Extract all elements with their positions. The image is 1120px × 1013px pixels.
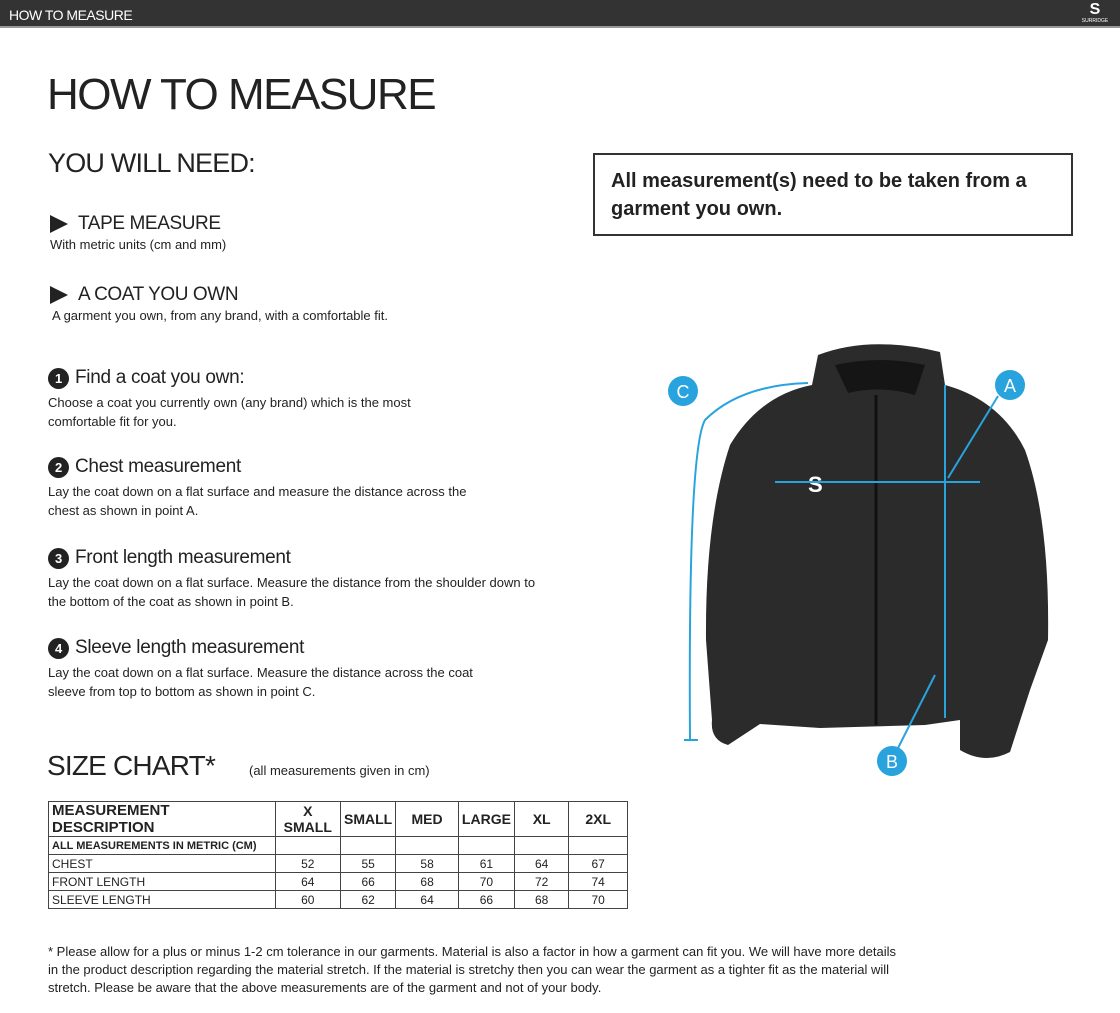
need-item-desc: With metric units (cm and mm) <box>50 237 227 252</box>
step-number: 4 <box>48 637 69 659</box>
step-number: 2 <box>48 456 69 478</box>
svg-text:C: C <box>677 382 690 402</box>
step-title: Sleeve length measurement <box>75 637 305 658</box>
cell: 58 <box>395 854 459 873</box>
step: 3 Front length measurement Lay the coat d… <box>48 547 538 611</box>
step-number: 3 <box>48 547 69 569</box>
cell: 64 <box>274 872 342 891</box>
header-cell: LARGE <box>457 801 515 837</box>
row-label: SLEEVE LENGTH <box>48 890 276 909</box>
cell: 74 <box>568 872 628 891</box>
table-header-row: MEASUREMENT DESCRIPTION X SMALL SMALL ME… <box>48 801 628 837</box>
cell: 68 <box>395 872 459 891</box>
cell: 68 <box>513 890 570 909</box>
cell: 64 <box>395 890 459 909</box>
cell: 60 <box>274 890 342 909</box>
footnote: * Please allow for a plus or minus 1-2 c… <box>48 944 897 995</box>
subheader-cell: ALL MEASUREMENTS IN METRIC (CM) <box>48 836 276 855</box>
size-chart-note: (all measurements given in cm) <box>249 763 430 778</box>
svg-text:A: A <box>1004 376 1016 396</box>
step-desc: Lay the coat down on a flat surface. Mea… <box>48 665 473 699</box>
step-desc: Lay the coat down on a flat surface. Mea… <box>48 575 536 609</box>
size-chart-table: MEASUREMENT DESCRIPTION X SMALL SMALL ME… <box>48 801 628 909</box>
label-b-marker: B <box>877 746 907 776</box>
triangle-bullet-icon <box>50 286 68 304</box>
step: 2 Chest measurement Lay the coat down on … <box>48 456 528 520</box>
jacket-diagram: S A B C <box>668 344 1049 776</box>
table-subheader-row: ALL MEASUREMENTS IN METRIC (CM) <box>48 836 628 855</box>
need-item: A COAT YOU OWN A garment you own, from a… <box>50 284 388 325</box>
step-desc: Choose a coat you currently own (any bra… <box>48 395 411 429</box>
step-title: Front length measurement <box>75 547 291 568</box>
measurement-lines <box>684 382 999 749</box>
need-item-title: A COAT YOU OWN <box>78 284 239 305</box>
row-label: FRONT LENGTH <box>48 872 276 891</box>
cell: 66 <box>340 872 397 891</box>
step: 4 Sleeve length measurement Lay the coat … <box>48 637 528 701</box>
cell: 70 <box>568 890 628 909</box>
step-title: Find a coat you own: <box>75 367 245 388</box>
svg-text:S: S <box>808 472 823 497</box>
size-chart-title: SIZE CHART* <box>47 750 216 781</box>
cell: 72 <box>513 872 570 891</box>
note-box: All measurement(s) need to be taken from… <box>593 153 1073 236</box>
header-cell: MEASUREMENT DESCRIPTION <box>48 801 276 837</box>
you-will-need-heading: YOU WILL NEED: <box>48 148 256 178</box>
header-cell: XL <box>513 801 570 837</box>
cell: 66 <box>457 890 515 909</box>
cell: 62 <box>340 890 397 909</box>
header-cell: MED <box>395 801 459 837</box>
table-row: SLEEVE LENGTH 60 62 64 66 68 70 <box>48 890 628 909</box>
need-item: TAPE MEASURE With metric units (cm and m… <box>50 213 226 254</box>
step: 1 Find a coat you own: Choose a coat you … <box>48 367 528 431</box>
cell: 70 <box>457 872 515 891</box>
need-item-desc: A garment you own, from any brand, with … <box>52 308 388 323</box>
label-c-marker: C <box>668 376 698 406</box>
cell: 64 <box>513 854 570 873</box>
need-item-title: TAPE MEASURE <box>78 213 221 234</box>
header-cell: X SMALL <box>274 801 342 837</box>
page-title: HOW TO MEASURE <box>47 70 437 119</box>
table-row: FRONT LENGTH 64 66 68 70 72 74 <box>48 872 628 891</box>
cell: 61 <box>457 854 515 873</box>
brand-logo: S SURRIDGE <box>1081 1 1109 25</box>
step-desc: Lay the coat down on a flat surface and … <box>48 484 467 518</box>
label-a-marker: A <box>995 370 1025 400</box>
header-cell: 2XL <box>568 801 628 837</box>
cell: 67 <box>568 854 628 873</box>
svg-text:B: B <box>886 752 898 772</box>
header-cell: SMALL <box>340 801 397 837</box>
triangle-bullet-icon <box>50 215 68 233</box>
step-title: Chest measurement <box>75 456 241 477</box>
step-number: 1 <box>48 367 69 389</box>
row-label: CHEST <box>48 854 276 873</box>
table-row: CHEST 52 55 58 61 64 67 <box>48 854 628 873</box>
cell: 52 <box>274 854 342 873</box>
header-bar: HOW TO MEASURE S SURRIDGE <box>0 0 1120 28</box>
cell: 55 <box>340 854 397 873</box>
header-title: HOW TO MEASURE <box>9 7 133 23</box>
